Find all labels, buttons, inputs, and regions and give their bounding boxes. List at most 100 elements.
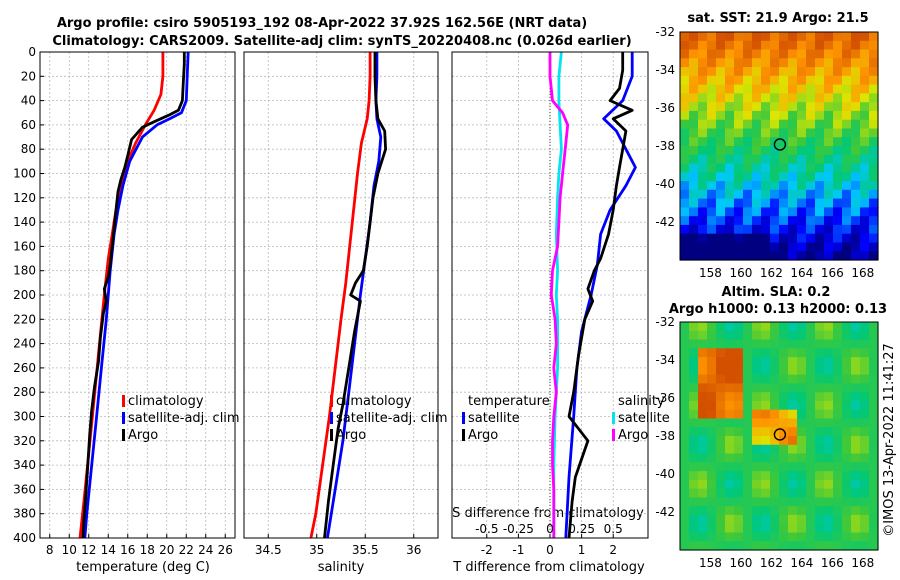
map-cell (743, 348, 753, 358)
map-cell (716, 207, 726, 217)
map-cell (824, 146, 834, 156)
map-cell (698, 330, 708, 341)
map-cell (707, 436, 717, 446)
map-cell (824, 163, 834, 173)
map-cell (806, 523, 816, 534)
map-cell (698, 207, 708, 217)
map-cell (815, 453, 825, 463)
map-cell (725, 110, 735, 121)
depth-tick-label: 280 (13, 385, 36, 399)
map-cell (869, 497, 879, 507)
map-cell (698, 154, 708, 165)
map-cell (851, 181, 861, 191)
map-cell (689, 541, 699, 551)
map-cell (824, 357, 834, 367)
map-cell (779, 374, 789, 384)
x-tick-label: 20 (159, 543, 174, 557)
map-cell (788, 163, 798, 173)
map-cell (725, 514, 735, 525)
map-cell (716, 163, 726, 173)
map-cell (806, 400, 816, 411)
map-cell (833, 84, 843, 94)
map-cell (734, 40, 744, 51)
map-cell (698, 128, 708, 138)
map-cell (779, 137, 789, 147)
map-cell (707, 383, 717, 393)
map-cell (743, 471, 753, 481)
map-cell (680, 154, 690, 165)
map-cell (770, 392, 780, 402)
map-cell (752, 427, 762, 437)
x-tick-label: 10 (62, 543, 77, 557)
map-cell (824, 119, 834, 130)
map-cell (734, 471, 744, 481)
map-cell (797, 383, 807, 393)
map-cell (752, 348, 762, 358)
map-cell (806, 532, 816, 542)
map-cell (716, 392, 726, 402)
map-cell (680, 409, 690, 420)
map-cell (860, 479, 870, 490)
map-cell (806, 93, 816, 103)
map-cell (815, 172, 825, 182)
map-cell (860, 137, 870, 147)
map-cell (833, 181, 843, 191)
map-cell (680, 58, 690, 68)
map-cell (869, 383, 879, 393)
map-cell (770, 172, 780, 182)
map-cell (860, 383, 870, 393)
map-cell (815, 251, 825, 261)
map-cell (689, 506, 699, 516)
depth-tick-label: 120 (13, 191, 36, 205)
map-cell (860, 427, 870, 437)
map-cell (716, 154, 726, 165)
map-cell (734, 409, 744, 420)
map-cell (770, 163, 780, 173)
map-cell (761, 207, 771, 217)
map-cell (815, 436, 825, 446)
map-cell (734, 514, 744, 525)
map-cell (752, 40, 762, 51)
map-cell (842, 383, 852, 393)
map-cell (752, 110, 762, 121)
map-cell (761, 488, 771, 498)
map-cell (698, 392, 708, 402)
map-cell (824, 383, 834, 393)
map-cell (734, 207, 744, 217)
map-cell (716, 128, 726, 138)
map-cell (716, 251, 726, 261)
map-cell (716, 49, 726, 59)
map-cell (761, 330, 771, 341)
map-cell (851, 207, 861, 217)
map-cell (752, 357, 762, 367)
map-cell (743, 181, 753, 191)
map-cell (707, 119, 717, 130)
map-cell (815, 84, 825, 94)
map-cell (770, 40, 780, 51)
map-cell (824, 58, 834, 68)
map-cell (860, 216, 870, 226)
map-cell (869, 224, 879, 235)
map-cell (860, 110, 870, 121)
map-x-tick-label: 168 (851, 556, 874, 570)
map-cell (716, 471, 726, 481)
map-cell (833, 348, 843, 358)
x-tick-label: -2 (481, 543, 493, 557)
map-cell (824, 172, 834, 182)
x-tick-label: -1 (512, 543, 524, 557)
map-cell (716, 488, 726, 498)
map-cell (851, 233, 861, 244)
map-cell (797, 322, 807, 332)
map-cell (824, 93, 834, 103)
map-cell (797, 392, 807, 402)
map-cell (842, 216, 852, 226)
map-cell (698, 40, 708, 51)
map-cell (779, 471, 789, 481)
map-cell (761, 84, 771, 94)
map-cell (680, 198, 690, 208)
map-cell (806, 49, 816, 59)
map-cell (743, 207, 753, 217)
map-cell (842, 198, 852, 208)
map-cell (851, 119, 861, 130)
map-cell (788, 198, 798, 208)
